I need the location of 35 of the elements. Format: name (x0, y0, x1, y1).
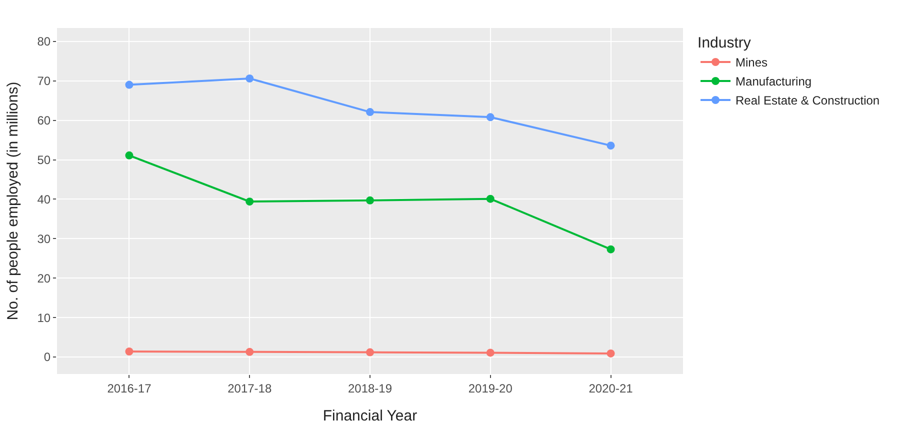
x-tick-label: 2016-17 (107, 381, 152, 396)
legend-title: Industry (698, 34, 752, 52)
point (606, 245, 615, 254)
point (606, 142, 615, 150)
x-tick-label: 2017-18 (228, 381, 272, 396)
y-tick-label: 50 (37, 152, 51, 167)
point (486, 348, 494, 357)
x-tick-label: 2019-20 (468, 381, 513, 396)
point (366, 196, 374, 204)
x-tick-label: 2020-21 (588, 381, 634, 396)
y-tick-label: 40 (37, 192, 51, 206)
y-tick-label: 10 (37, 310, 51, 325)
legend-label: Mines (736, 56, 768, 70)
point (246, 198, 254, 206)
y-tick-label: 20 (37, 271, 51, 286)
y-tick-label: 60 (37, 114, 51, 128)
point (125, 348, 134, 356)
y-tick-label: 30 (37, 232, 51, 246)
point (606, 349, 615, 358)
y-tick-label: 0 (44, 350, 51, 364)
point (246, 74, 254, 82)
x-tick-label: 2018-19 (348, 381, 392, 396)
point (486, 113, 494, 122)
x-axis-title: Financial Year (322, 407, 418, 424)
legend-label: Real Estate & Construction (736, 94, 880, 108)
y-tick-label: 80 (37, 34, 51, 49)
point (366, 108, 374, 116)
point (246, 348, 254, 356)
point (125, 80, 134, 89)
point (486, 194, 494, 203)
y-tick-label: 70 (37, 74, 51, 88)
legend-label: Manufacturing (736, 74, 812, 89)
point (125, 151, 134, 160)
y-axis-title: No. of people employed (in millions) (4, 82, 22, 320)
point (366, 348, 374, 356)
